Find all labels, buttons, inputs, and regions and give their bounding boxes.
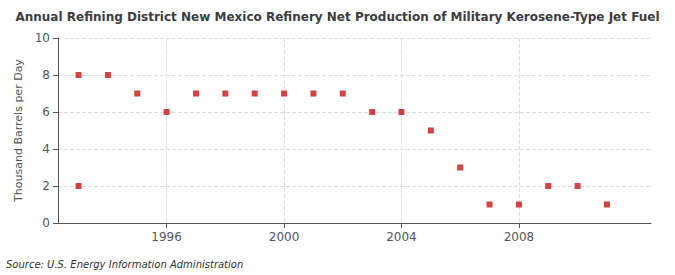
svg-text:6: 6 xyxy=(42,105,50,119)
svg-text:2004: 2004 xyxy=(386,230,417,244)
svg-text:2000: 2000 xyxy=(269,230,300,244)
svg-text:10: 10 xyxy=(35,31,50,45)
svg-text:2008: 2008 xyxy=(504,230,535,244)
svg-text:1996: 1996 xyxy=(151,230,182,244)
svg-text:0: 0 xyxy=(42,216,50,230)
svg-text:Thousand Barrels per Day: Thousand Barrels per Day xyxy=(12,59,25,203)
svg-text:8: 8 xyxy=(42,68,50,82)
svg-text:Annual Refining District New M: Annual Refining District New Mexico Refi… xyxy=(15,10,659,24)
svg-text:2: 2 xyxy=(42,179,50,193)
svg-text:4: 4 xyxy=(42,142,50,156)
svg-text:Source: U.S. Energy Informatio: Source: U.S. Energy Information Administ… xyxy=(6,259,243,270)
